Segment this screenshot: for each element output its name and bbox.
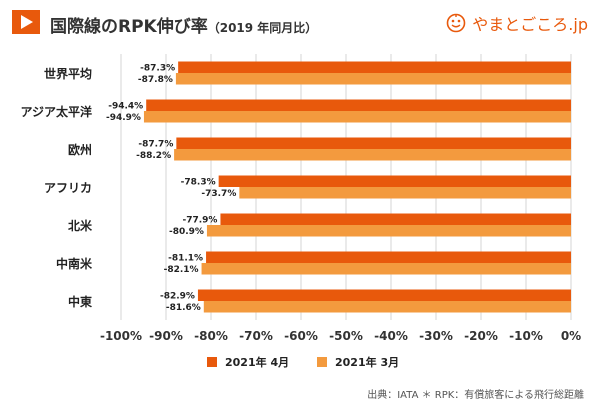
bar xyxy=(206,225,571,237)
category-label: アフリカ xyxy=(44,181,92,195)
data-label: -78.3% xyxy=(181,178,216,188)
x-tick-label: -10% xyxy=(509,329,543,343)
data-label: -81.1% xyxy=(168,254,203,264)
bar xyxy=(143,111,571,123)
data-label: -87.8% xyxy=(138,75,173,85)
x-tick-label: -40% xyxy=(374,329,408,343)
x-tick-label: -20% xyxy=(464,329,498,343)
source-note: 出典：IATA ＊ RPK：有償旅客による飛行総距離 xyxy=(367,390,584,401)
x-tick-label: -70% xyxy=(239,329,273,343)
title-text: 国際線のRPK伸び率 xyxy=(50,17,208,37)
category-label: 欧州 xyxy=(68,142,92,157)
data-label: -77.9% xyxy=(182,216,217,226)
brand-logo-icon xyxy=(446,13,466,33)
title-subtitle: （2019 年同月比） xyxy=(207,21,318,35)
play-icon xyxy=(12,10,40,34)
data-label: -82.1% xyxy=(164,265,199,275)
bar xyxy=(220,213,571,225)
data-label: -94.4% xyxy=(108,102,143,112)
data-label: -94.9% xyxy=(106,113,141,123)
bar xyxy=(218,175,571,187)
data-label: -88.2% xyxy=(136,151,171,161)
brand[interactable]: やまとごころ.jp xyxy=(446,12,588,34)
x-tick-label: -80% xyxy=(194,329,228,343)
bar xyxy=(206,251,572,263)
data-label: -81.6% xyxy=(166,303,201,313)
category-label: アジア太平洋 xyxy=(20,104,92,119)
data-label: -80.9% xyxy=(169,227,204,237)
category-label: 中東 xyxy=(68,294,92,309)
legend-swatch xyxy=(207,357,217,367)
bar-chart: -100% -90% -80% -70% -60% -50% -40% -30% -20% -10… xyxy=(20,54,581,369)
x-tick-label: -100% xyxy=(100,329,142,343)
x-tick-label: -60% xyxy=(284,329,318,343)
x-tick-label: -50% xyxy=(329,329,363,343)
x-tick-label: 0% xyxy=(561,329,581,343)
category-label: 世界平均 xyxy=(44,66,92,81)
bar xyxy=(201,263,572,275)
brand-name: やまとごころ.jp xyxy=(472,15,588,34)
bar xyxy=(174,149,571,161)
bar xyxy=(203,301,572,313)
data-label: -87.3% xyxy=(140,64,175,74)
bar xyxy=(146,99,571,111)
bar xyxy=(239,187,571,199)
legend-label: 2021年 3月 xyxy=(335,355,399,369)
data-label: -87.7% xyxy=(138,140,173,150)
x-tick-label: -90% xyxy=(149,329,183,343)
category-label: 中南米 xyxy=(56,256,93,271)
data-label: -82.9% xyxy=(160,292,195,302)
bar xyxy=(176,137,571,149)
legend-swatch xyxy=(317,357,327,367)
category-label: 北米 xyxy=(68,218,93,233)
bar xyxy=(178,61,571,73)
page-title: 国際線のRPK伸び率（2019 年同月比） xyxy=(50,12,317,37)
bar xyxy=(197,289,571,301)
x-tick-label: -30% xyxy=(419,329,453,343)
bar xyxy=(175,73,571,85)
data-label: -73.7% xyxy=(201,189,236,199)
header: 国際線のRPK伸び率（2019 年同月比） やまとごころ.jp xyxy=(0,0,600,44)
legend-label: 2021年 4月 xyxy=(225,355,289,369)
